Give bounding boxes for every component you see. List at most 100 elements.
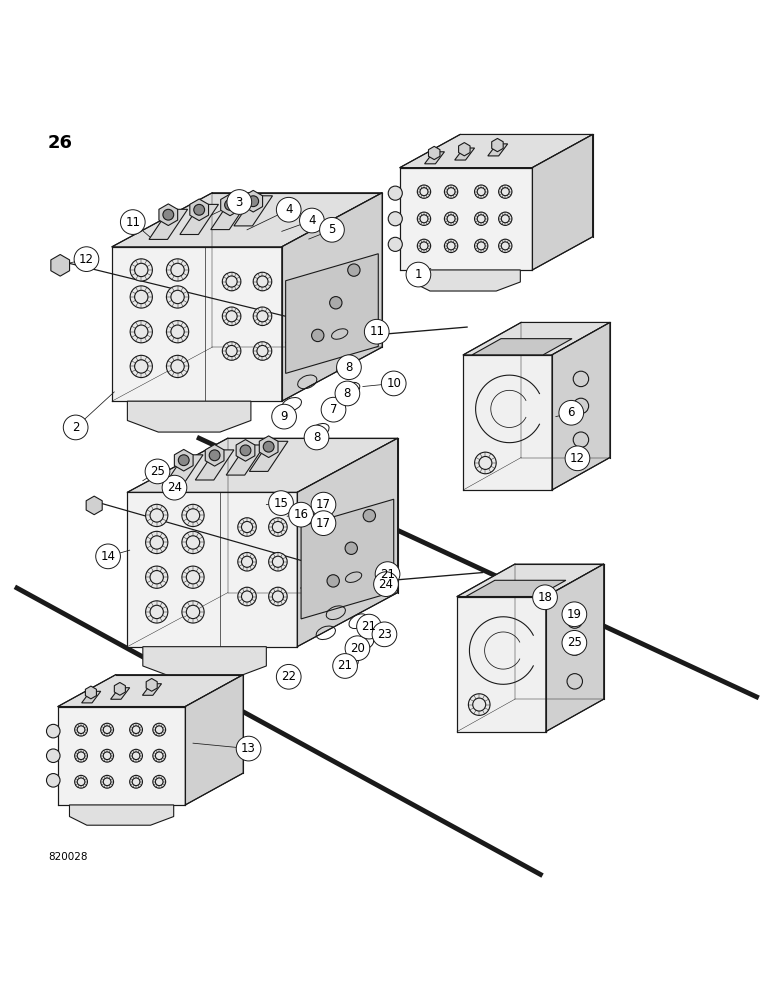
Circle shape [418,185,431,198]
Circle shape [227,190,252,214]
Circle shape [445,239,458,253]
Polygon shape [142,684,161,695]
Circle shape [562,602,587,627]
Polygon shape [146,679,157,691]
Polygon shape [412,270,520,291]
Circle shape [269,491,293,515]
Text: 16: 16 [293,508,309,521]
Polygon shape [457,596,546,732]
Text: 8: 8 [313,431,320,444]
Circle shape [304,425,329,450]
Polygon shape [286,254,378,373]
Polygon shape [282,193,382,401]
Polygon shape [127,492,297,647]
Circle shape [418,239,431,253]
Polygon shape [244,190,262,212]
Circle shape [167,259,188,281]
Circle shape [75,749,87,762]
Polygon shape [533,134,593,270]
Text: 15: 15 [273,497,289,510]
Circle shape [153,775,166,788]
Circle shape [240,445,251,456]
Text: 13: 13 [241,742,256,755]
Circle shape [222,272,241,291]
Circle shape [253,342,272,360]
Circle shape [475,212,488,225]
Polygon shape [466,580,566,596]
Circle shape [312,329,324,342]
Circle shape [567,674,582,689]
Text: 12: 12 [570,452,585,465]
Circle shape [320,217,344,242]
Polygon shape [180,204,218,235]
Circle shape [289,502,313,527]
Text: 10: 10 [386,377,401,390]
Text: 22: 22 [281,670,296,683]
Circle shape [130,355,152,378]
Circle shape [388,237,402,251]
Text: 17: 17 [316,517,331,530]
Polygon shape [82,691,100,703]
Text: 8: 8 [344,387,351,400]
Polygon shape [546,564,604,732]
Circle shape [469,694,490,715]
Polygon shape [488,144,508,156]
Circle shape [46,774,60,787]
Polygon shape [455,148,475,160]
Text: 820028: 820028 [48,852,87,862]
Circle shape [347,264,360,276]
Circle shape [145,459,170,484]
Circle shape [269,552,287,571]
Polygon shape [69,805,174,825]
Polygon shape [221,194,239,216]
Polygon shape [297,438,398,647]
Circle shape [311,511,336,536]
Polygon shape [472,339,572,355]
Polygon shape [428,146,440,160]
Polygon shape [159,204,178,226]
Circle shape [75,775,87,788]
Circle shape [372,622,397,647]
Circle shape [263,441,274,452]
Circle shape [269,518,287,536]
Circle shape [272,404,296,429]
Circle shape [388,212,402,226]
Polygon shape [249,441,288,471]
Polygon shape [552,322,610,490]
Circle shape [253,272,272,291]
Circle shape [130,321,152,343]
Circle shape [567,613,582,628]
Text: 14: 14 [100,550,116,563]
Polygon shape [259,436,278,458]
Circle shape [475,452,496,474]
Circle shape [146,504,168,527]
Text: 21: 21 [380,568,395,581]
Text: 7: 7 [330,403,337,416]
Circle shape [330,297,342,309]
Text: 4: 4 [285,203,293,216]
Circle shape [248,196,259,207]
Circle shape [364,319,389,344]
Circle shape [269,587,287,606]
Circle shape [120,210,145,234]
Circle shape [100,775,113,788]
Circle shape [475,239,488,253]
Circle shape [162,475,187,500]
Circle shape [225,199,235,210]
Circle shape [345,542,357,554]
Circle shape [253,307,272,326]
Circle shape [63,415,88,440]
Circle shape [238,587,256,606]
Polygon shape [301,499,394,619]
Polygon shape [400,134,593,168]
Text: 11: 11 [125,216,141,229]
Circle shape [130,286,152,308]
Circle shape [499,185,512,198]
Circle shape [567,640,582,655]
Circle shape [375,562,400,586]
Circle shape [146,566,168,588]
Circle shape [374,572,398,596]
Polygon shape [205,444,224,466]
Text: 2: 2 [72,421,80,434]
Circle shape [327,575,340,587]
